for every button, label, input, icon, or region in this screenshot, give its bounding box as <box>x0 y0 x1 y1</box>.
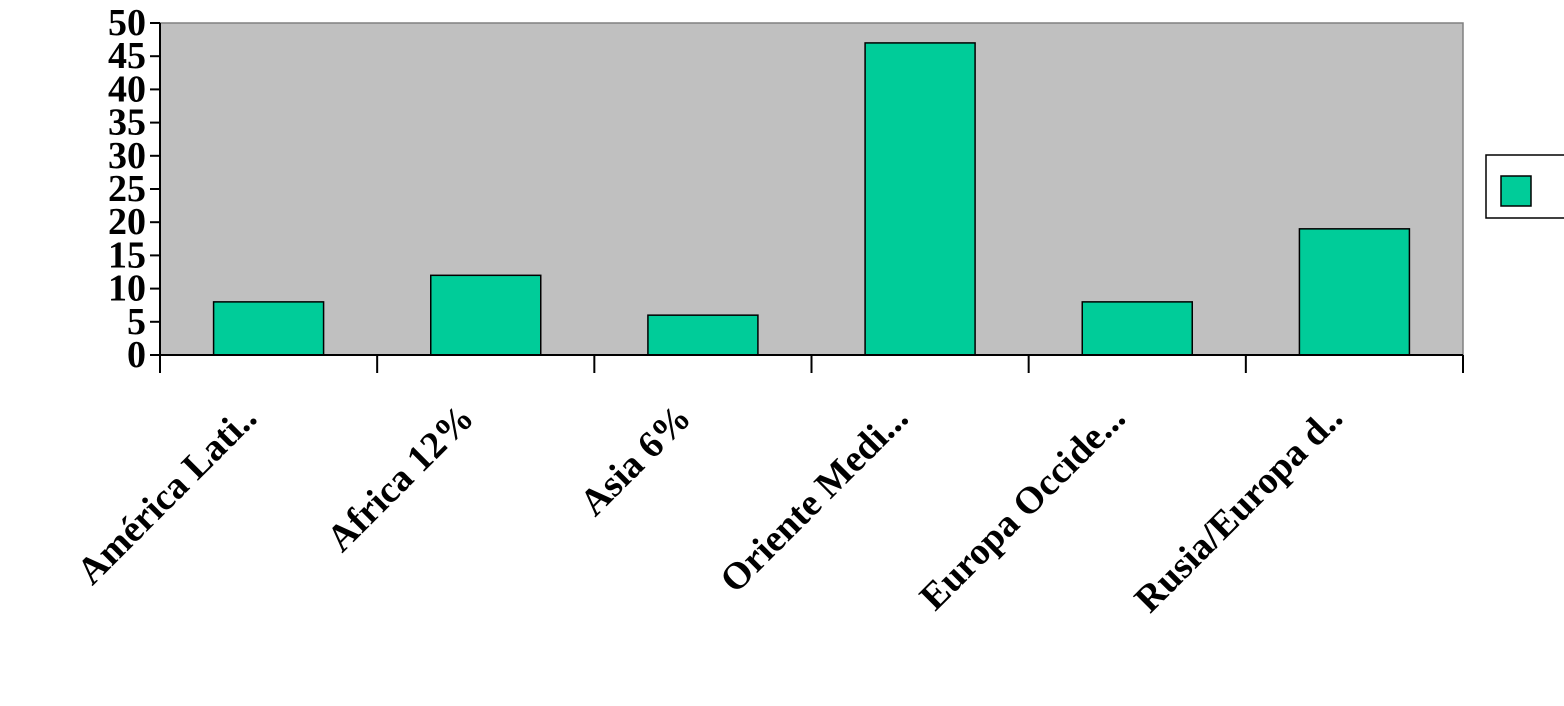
y-tick-label: 30 <box>108 135 146 177</box>
y-tick-label: 15 <box>108 234 146 276</box>
y-tick-label: 45 <box>108 35 146 77</box>
bar <box>430 274 542 356</box>
y-tick-label: 50 <box>108 2 146 44</box>
category-label: América Lati.. <box>69 397 265 593</box>
x-ticks-group <box>159 355 1464 373</box>
category-label: Africa 12% <box>319 397 482 560</box>
legend <box>1485 154 1564 219</box>
y-tick-label: 0 <box>127 334 146 376</box>
category-label: Europa Occide... <box>912 397 1134 619</box>
legend-swatch <box>1500 175 1532 207</box>
category-labels-group: América Lati.. Africa 12% Asia 6% Oriente M… <box>69 397 1351 621</box>
y-tick-label: 40 <box>108 68 146 110</box>
category-label: Asia 6% <box>572 397 699 524</box>
bar <box>864 42 976 356</box>
y-tick-label: 5 <box>127 301 146 343</box>
bars-group <box>212 42 1411 356</box>
category-label: Oriente Medi... <box>712 397 916 601</box>
bar <box>1081 301 1193 356</box>
plot-area <box>159 22 1464 356</box>
bar <box>1298 228 1411 356</box>
y-tick-label: 10 <box>108 268 146 310</box>
y-tick-label: 20 <box>108 201 146 243</box>
bar <box>647 314 759 356</box>
bar <box>212 301 325 356</box>
category-label: Rusia/Europa d.. <box>1127 397 1351 621</box>
y-tick-label: 35 <box>108 102 146 144</box>
y-tick-label: 25 <box>108 168 146 210</box>
